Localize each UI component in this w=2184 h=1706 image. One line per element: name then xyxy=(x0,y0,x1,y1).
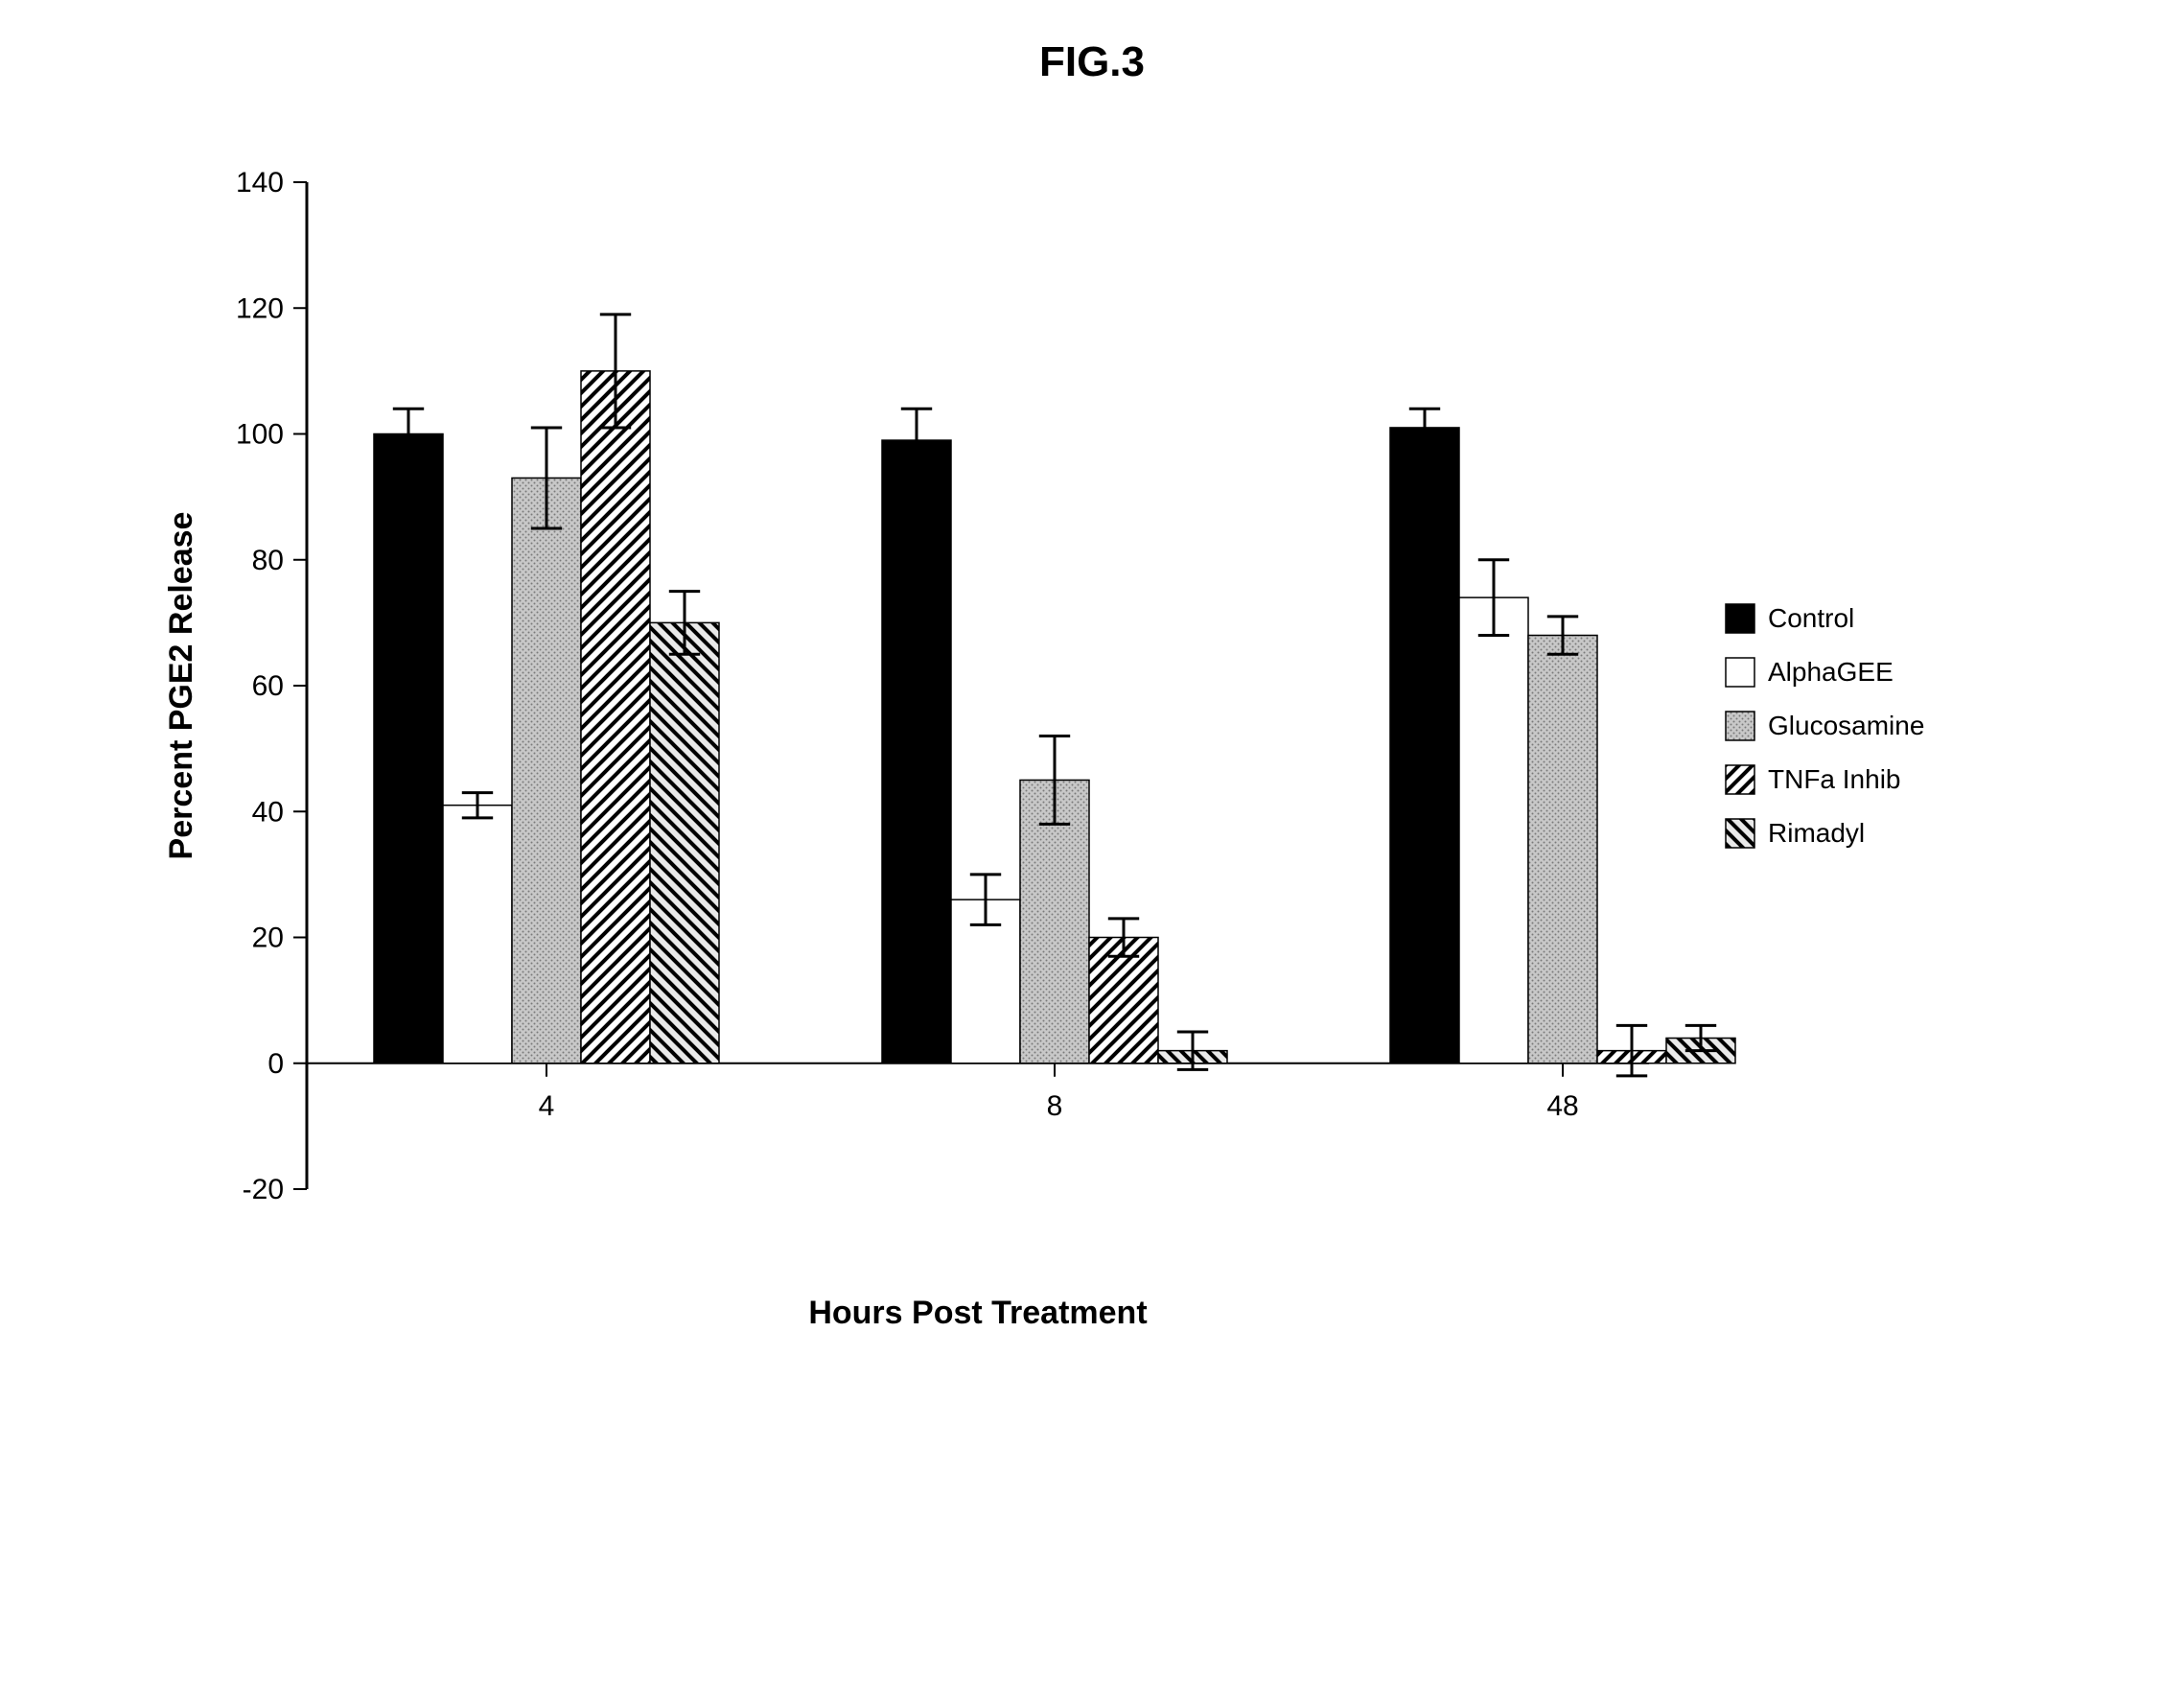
x-tick-label: 48 xyxy=(1546,1090,1578,1122)
bar-Control-4 xyxy=(374,434,443,1063)
y-tick-label: 140 xyxy=(236,167,284,199)
bar-Glucosamine-48 xyxy=(1528,636,1597,1063)
chart-container: -200204060801001201404848 ControlAlphaGE… xyxy=(96,153,2088,1496)
bar-Control-8 xyxy=(882,440,951,1063)
legend-label-Rimadyl: Rimadyl xyxy=(1768,818,1865,848)
y-axis-title: Percent PGE2 Release xyxy=(163,512,199,860)
x-tick-label: 4 xyxy=(539,1090,555,1122)
y-tick-label: 60 xyxy=(252,670,284,702)
legend-swatch-Glucosamine xyxy=(1726,712,1754,740)
chart-svg: -200204060801001201404848 ControlAlphaGE… xyxy=(96,153,2088,1496)
legend-label-AlphaGEE: AlphaGEE xyxy=(1768,657,1894,687)
legend-swatch-Rimadyl xyxy=(1726,819,1754,848)
y-tick-label: 100 xyxy=(236,419,284,451)
y-tick-label: 0 xyxy=(267,1048,284,1080)
legend-label-Glucosamine: Glucosamine xyxy=(1768,711,1924,740)
y-tick-label: 80 xyxy=(252,545,284,576)
legend-swatch-AlphaGEE xyxy=(1726,658,1754,687)
y-tick-label: 40 xyxy=(252,796,284,828)
legend-layer: Control AlphaGEE Glucosamine TNFa Inhib Rima… xyxy=(1726,603,1924,848)
legend-label-Control: Control xyxy=(1768,603,1854,633)
bar-Control-48 xyxy=(1390,428,1459,1063)
legend-swatch-Control xyxy=(1726,604,1754,633)
y-tick-label: -20 xyxy=(243,1174,284,1205)
bars-layer xyxy=(374,371,1735,1063)
bar-AlphaGEE-4 xyxy=(443,806,512,1063)
x-tick-label: 8 xyxy=(1047,1090,1063,1122)
legend-swatch-TNFaInhib xyxy=(1726,765,1754,794)
page: FIG.3 xyxy=(0,0,2184,1706)
y-tick-label: 120 xyxy=(236,292,284,324)
bar-Glucosamine-4 xyxy=(512,478,581,1063)
bar-TNFaInhib-4 xyxy=(581,371,650,1063)
y-tick-label: 20 xyxy=(252,923,284,954)
bar-Rimadyl-4 xyxy=(650,622,719,1063)
bar-AlphaGEE-48 xyxy=(1459,597,1528,1063)
x-axis-title: Hours Post Treatment xyxy=(808,1295,1147,1331)
figure-title: FIG.3 xyxy=(0,38,2184,86)
legend-label-TNFaInhib: TNFa Inhib xyxy=(1768,764,1901,794)
